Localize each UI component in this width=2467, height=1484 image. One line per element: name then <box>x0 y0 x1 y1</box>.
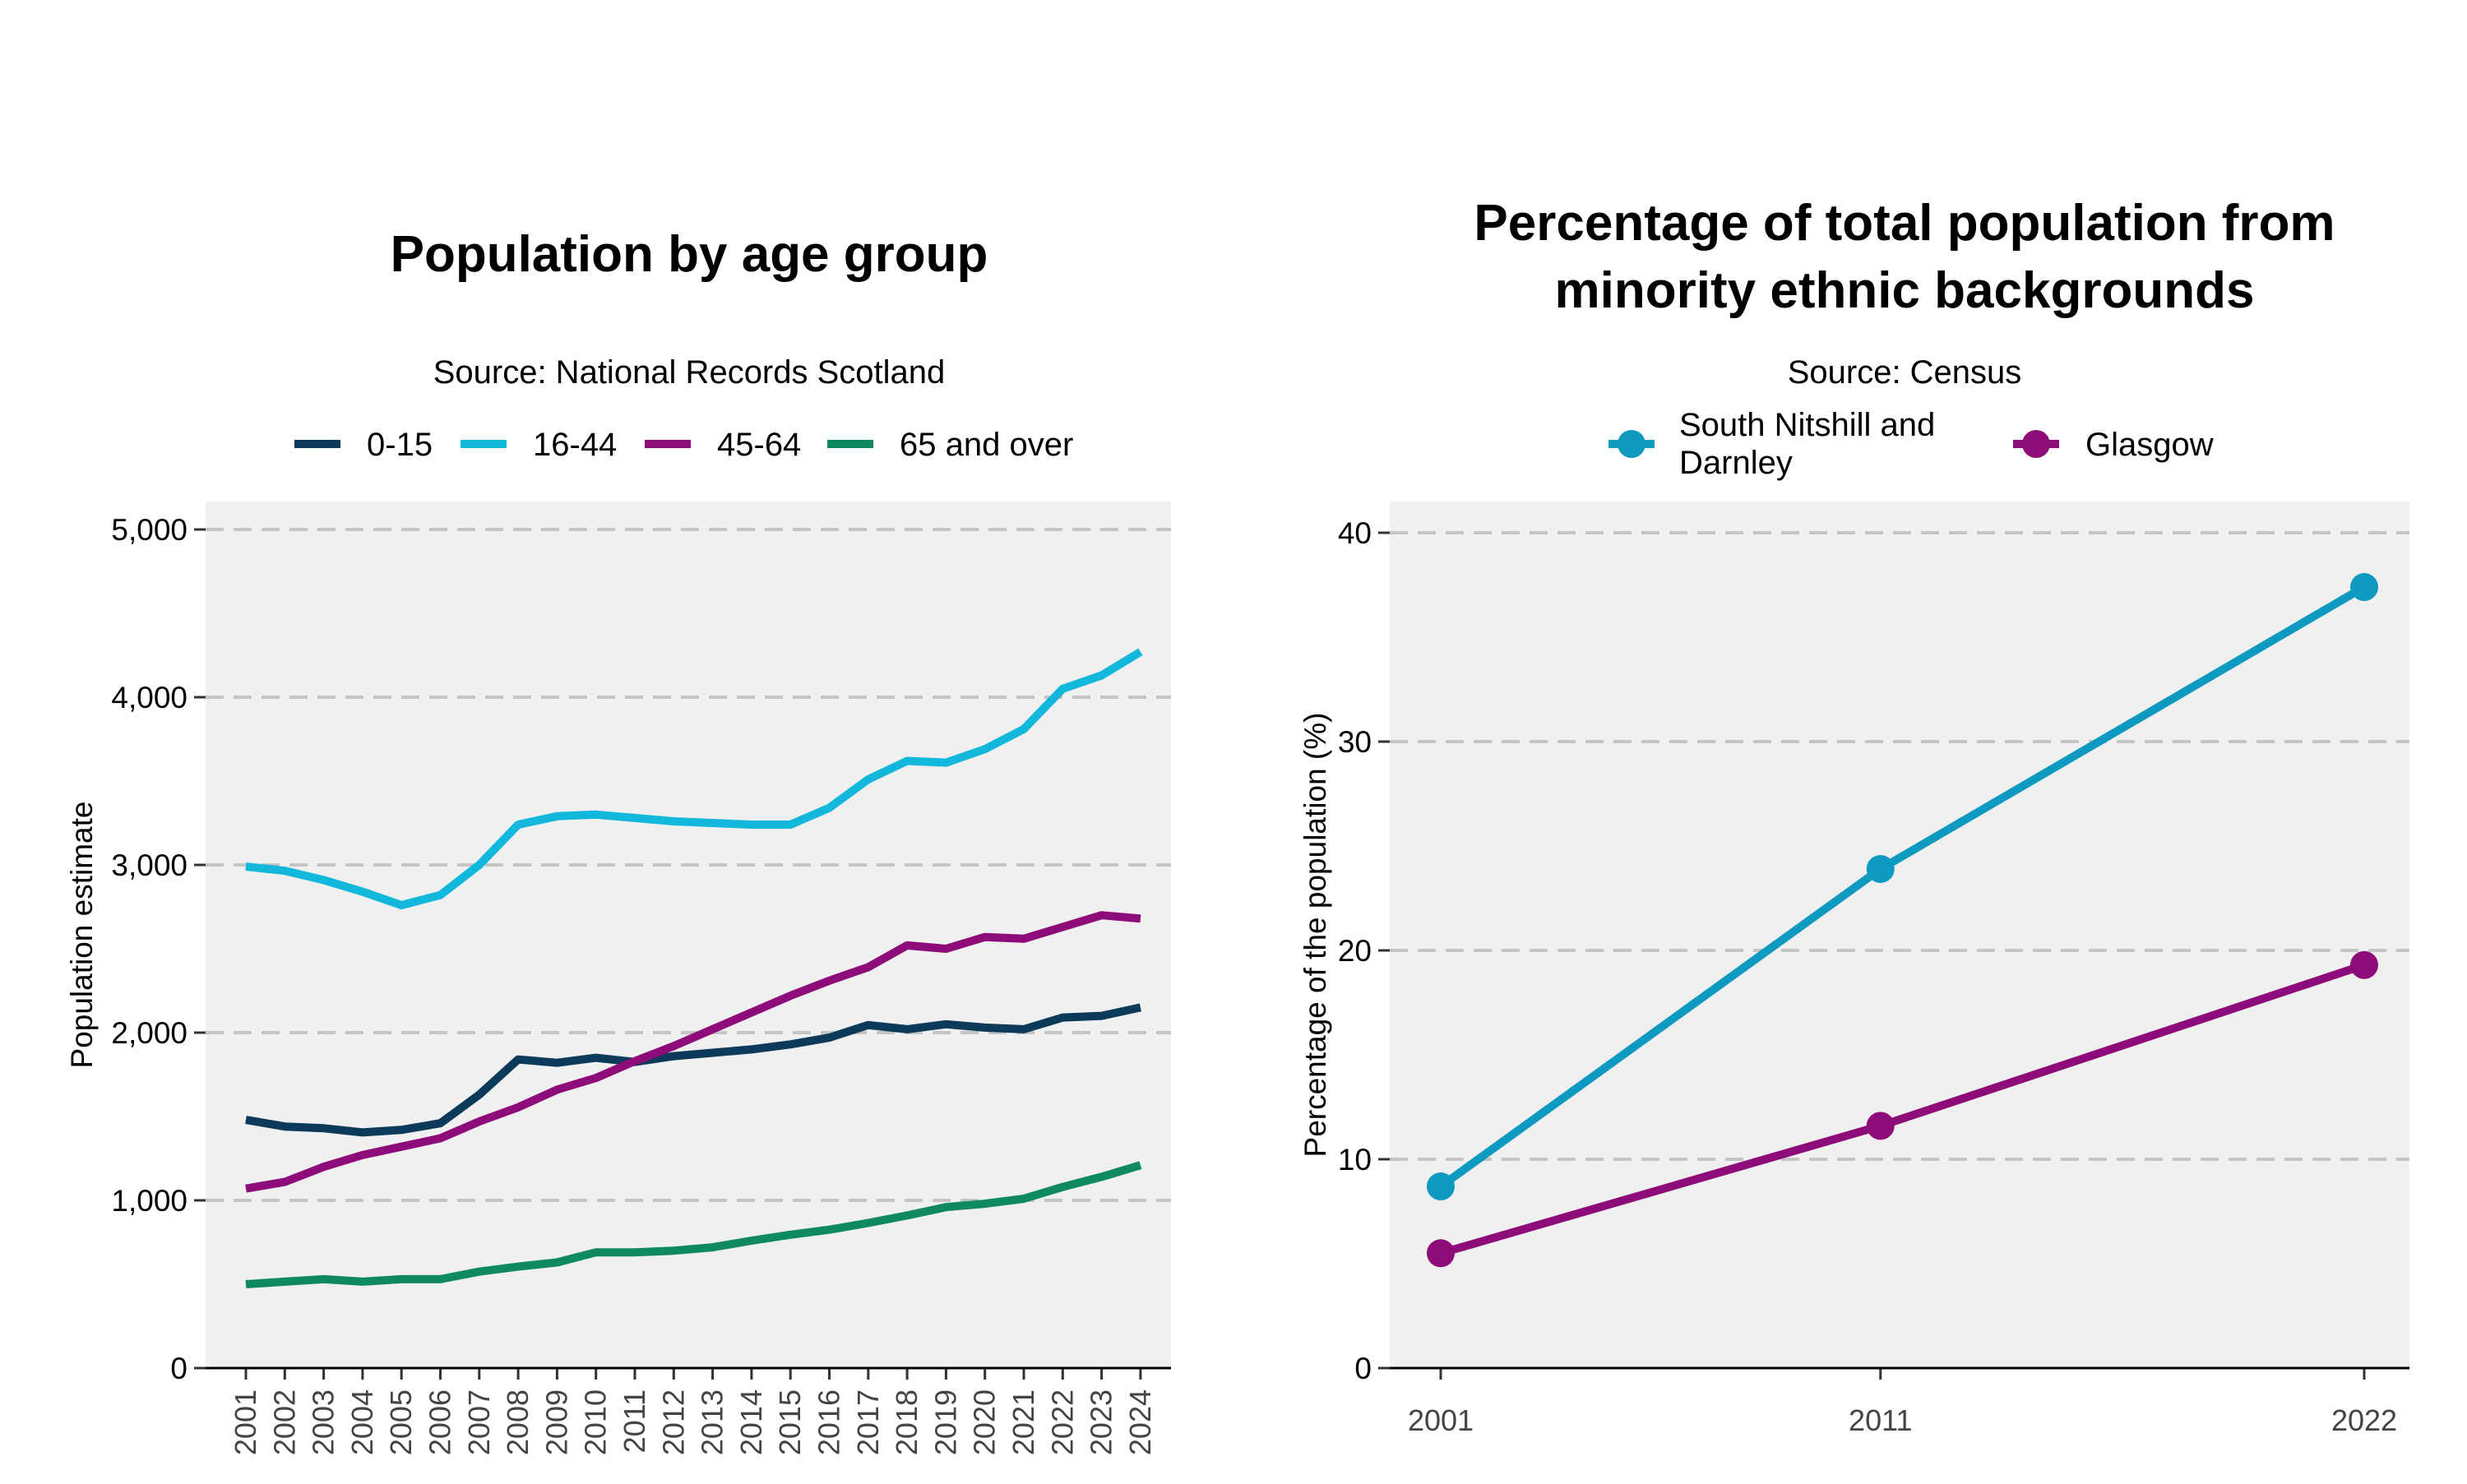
x-tick-label: 2017 <box>851 1389 885 1455</box>
legend-label-south-nitshill-line-1: South Nitshill and <box>1679 407 1935 443</box>
age-chart-subtitle: Source: National Records Scotland <box>433 354 946 391</box>
series-line-45-64 <box>245 911 1141 1193</box>
legend-key-marker-glasgow <box>2022 430 2050 458</box>
age-chart-title: Population by age group <box>391 226 988 283</box>
x-tick-label: 2011 <box>1849 1403 1912 1437</box>
y-tick-label: 10 <box>1338 1143 1372 1177</box>
ethnicity-chart-title-line-2: minority ethnic backgrounds <box>1555 262 2255 319</box>
age-group-chart: Population by age group Source: National… <box>65 226 1171 1455</box>
age-chart-gridlines <box>206 528 1171 1202</box>
age-chart-x-ticks: 2001 2002 2003 2004 2005 2006 2007 2008 2009 2010… <box>229 1368 1157 1455</box>
x-tick-label: 2022 <box>1045 1389 1079 1455</box>
y-tick-label: 20 <box>1338 934 1372 968</box>
legend-label-16-44: 16-44 <box>533 427 617 463</box>
x-tick-label: 2001 <box>1408 1403 1474 1437</box>
ethnicity-chart: Percentage of total population from mino… <box>1298 195 2409 1437</box>
y-tick-label: 5,000 <box>111 513 187 547</box>
ethnicity-chart-y-ticks: 0 10 20 30 40 <box>1338 516 1390 1385</box>
x-tick-label: 2002 <box>267 1389 301 1455</box>
data-point-south-nitshill-and-darnley <box>2350 573 2378 602</box>
y-tick-label: 2,000 <box>111 1016 187 1050</box>
ethnicity-chart-series-points <box>1427 573 2378 1268</box>
x-tick-label: 2009 <box>539 1389 573 1455</box>
x-tick-label: 2016 <box>812 1389 846 1455</box>
y-tick-label: 40 <box>1338 516 1372 550</box>
legend-label-south-nitshill-line-2: Darnley <box>1679 445 1793 481</box>
x-tick-label: 2020 <box>968 1389 1002 1455</box>
x-tick-label: 2007 <box>462 1389 496 1455</box>
y-tick-label: 1,000 <box>111 1184 187 1218</box>
y-tick-label: 3,000 <box>111 848 187 882</box>
x-tick-label: 2008 <box>501 1389 535 1455</box>
ethnicity-chart-plot-panel <box>1390 502 2409 1368</box>
x-tick-label: 2024 <box>1123 1389 1157 1455</box>
x-tick-label: 2015 <box>773 1389 807 1455</box>
x-tick-label: 2013 <box>696 1389 729 1455</box>
series-line-16-44 <box>245 648 1143 909</box>
ethnicity-chart-legend: South Nitshill and Darnley Glasgow <box>1608 407 2214 481</box>
age-chart-series-lines <box>245 648 1143 1288</box>
x-tick-label: 2019 <box>928 1389 962 1455</box>
ethnicity-chart-gridlines <box>1390 531 2409 1161</box>
x-tick-label: 2012 <box>656 1389 690 1455</box>
legend-label-0-15: 0-15 <box>367 427 433 463</box>
x-tick-label: 2014 <box>734 1389 768 1455</box>
ethnicity-chart-x-ticks: 2001 2011 2022 <box>1408 1368 2397 1437</box>
y-tick-label: 4,000 <box>111 681 187 714</box>
data-point-glasgow <box>1427 1239 1455 1268</box>
x-tick-label: 2018 <box>890 1389 923 1455</box>
legend-key-marker-south-nitshill <box>1618 430 1645 458</box>
ethnicity-chart-y-axis-label: Percentage of the population (%) <box>1298 713 1332 1158</box>
y-tick-label: 0 <box>170 1352 187 1385</box>
ethnicity-chart-title-line-1: Percentage of total population from <box>1474 195 2335 252</box>
x-tick-label: 2023 <box>1085 1389 1118 1455</box>
series-line-0-15 <box>245 1003 1141 1137</box>
x-tick-label: 2010 <box>579 1389 613 1455</box>
age-chart-y-axis-label: Population estimate <box>65 802 99 1069</box>
x-tick-label: 2004 <box>345 1389 379 1455</box>
data-point-glasgow <box>2350 950 2378 979</box>
legend-label-glasgow: Glasgow <box>2085 427 2214 463</box>
age-chart-legend: 0-15 16-44 45-64 65 and over <box>294 427 1073 463</box>
data-point-south-nitshill-and-darnley <box>1427 1172 1455 1201</box>
ethnicity-chart-subtitle: Source: Census <box>1788 354 2022 391</box>
x-tick-label: 2005 <box>384 1389 418 1455</box>
age-chart-y-ticks: 0 1,000 2,000 3,000 4,000 5,000 <box>111 513 206 1385</box>
series-line-65-and-over <box>245 1161 1142 1288</box>
x-tick-label: 2011 <box>618 1389 651 1453</box>
y-tick-label: 30 <box>1338 725 1372 759</box>
legend-label-45-64: 45-64 <box>717 427 801 463</box>
x-tick-label: 2022 <box>2331 1403 2397 1437</box>
data-point-glasgow <box>1866 1112 1895 1140</box>
x-tick-label: 2003 <box>307 1389 340 1455</box>
data-point-south-nitshill-and-darnley <box>1866 854 1895 883</box>
y-tick-label: 0 <box>1354 1352 1372 1385</box>
x-tick-label: 2021 <box>1007 1389 1040 1455</box>
x-tick-label: 2001 <box>229 1389 262 1455</box>
x-tick-label: 2006 <box>424 1389 457 1455</box>
legend-label-65-and-over: 65 and over <box>900 427 1073 463</box>
